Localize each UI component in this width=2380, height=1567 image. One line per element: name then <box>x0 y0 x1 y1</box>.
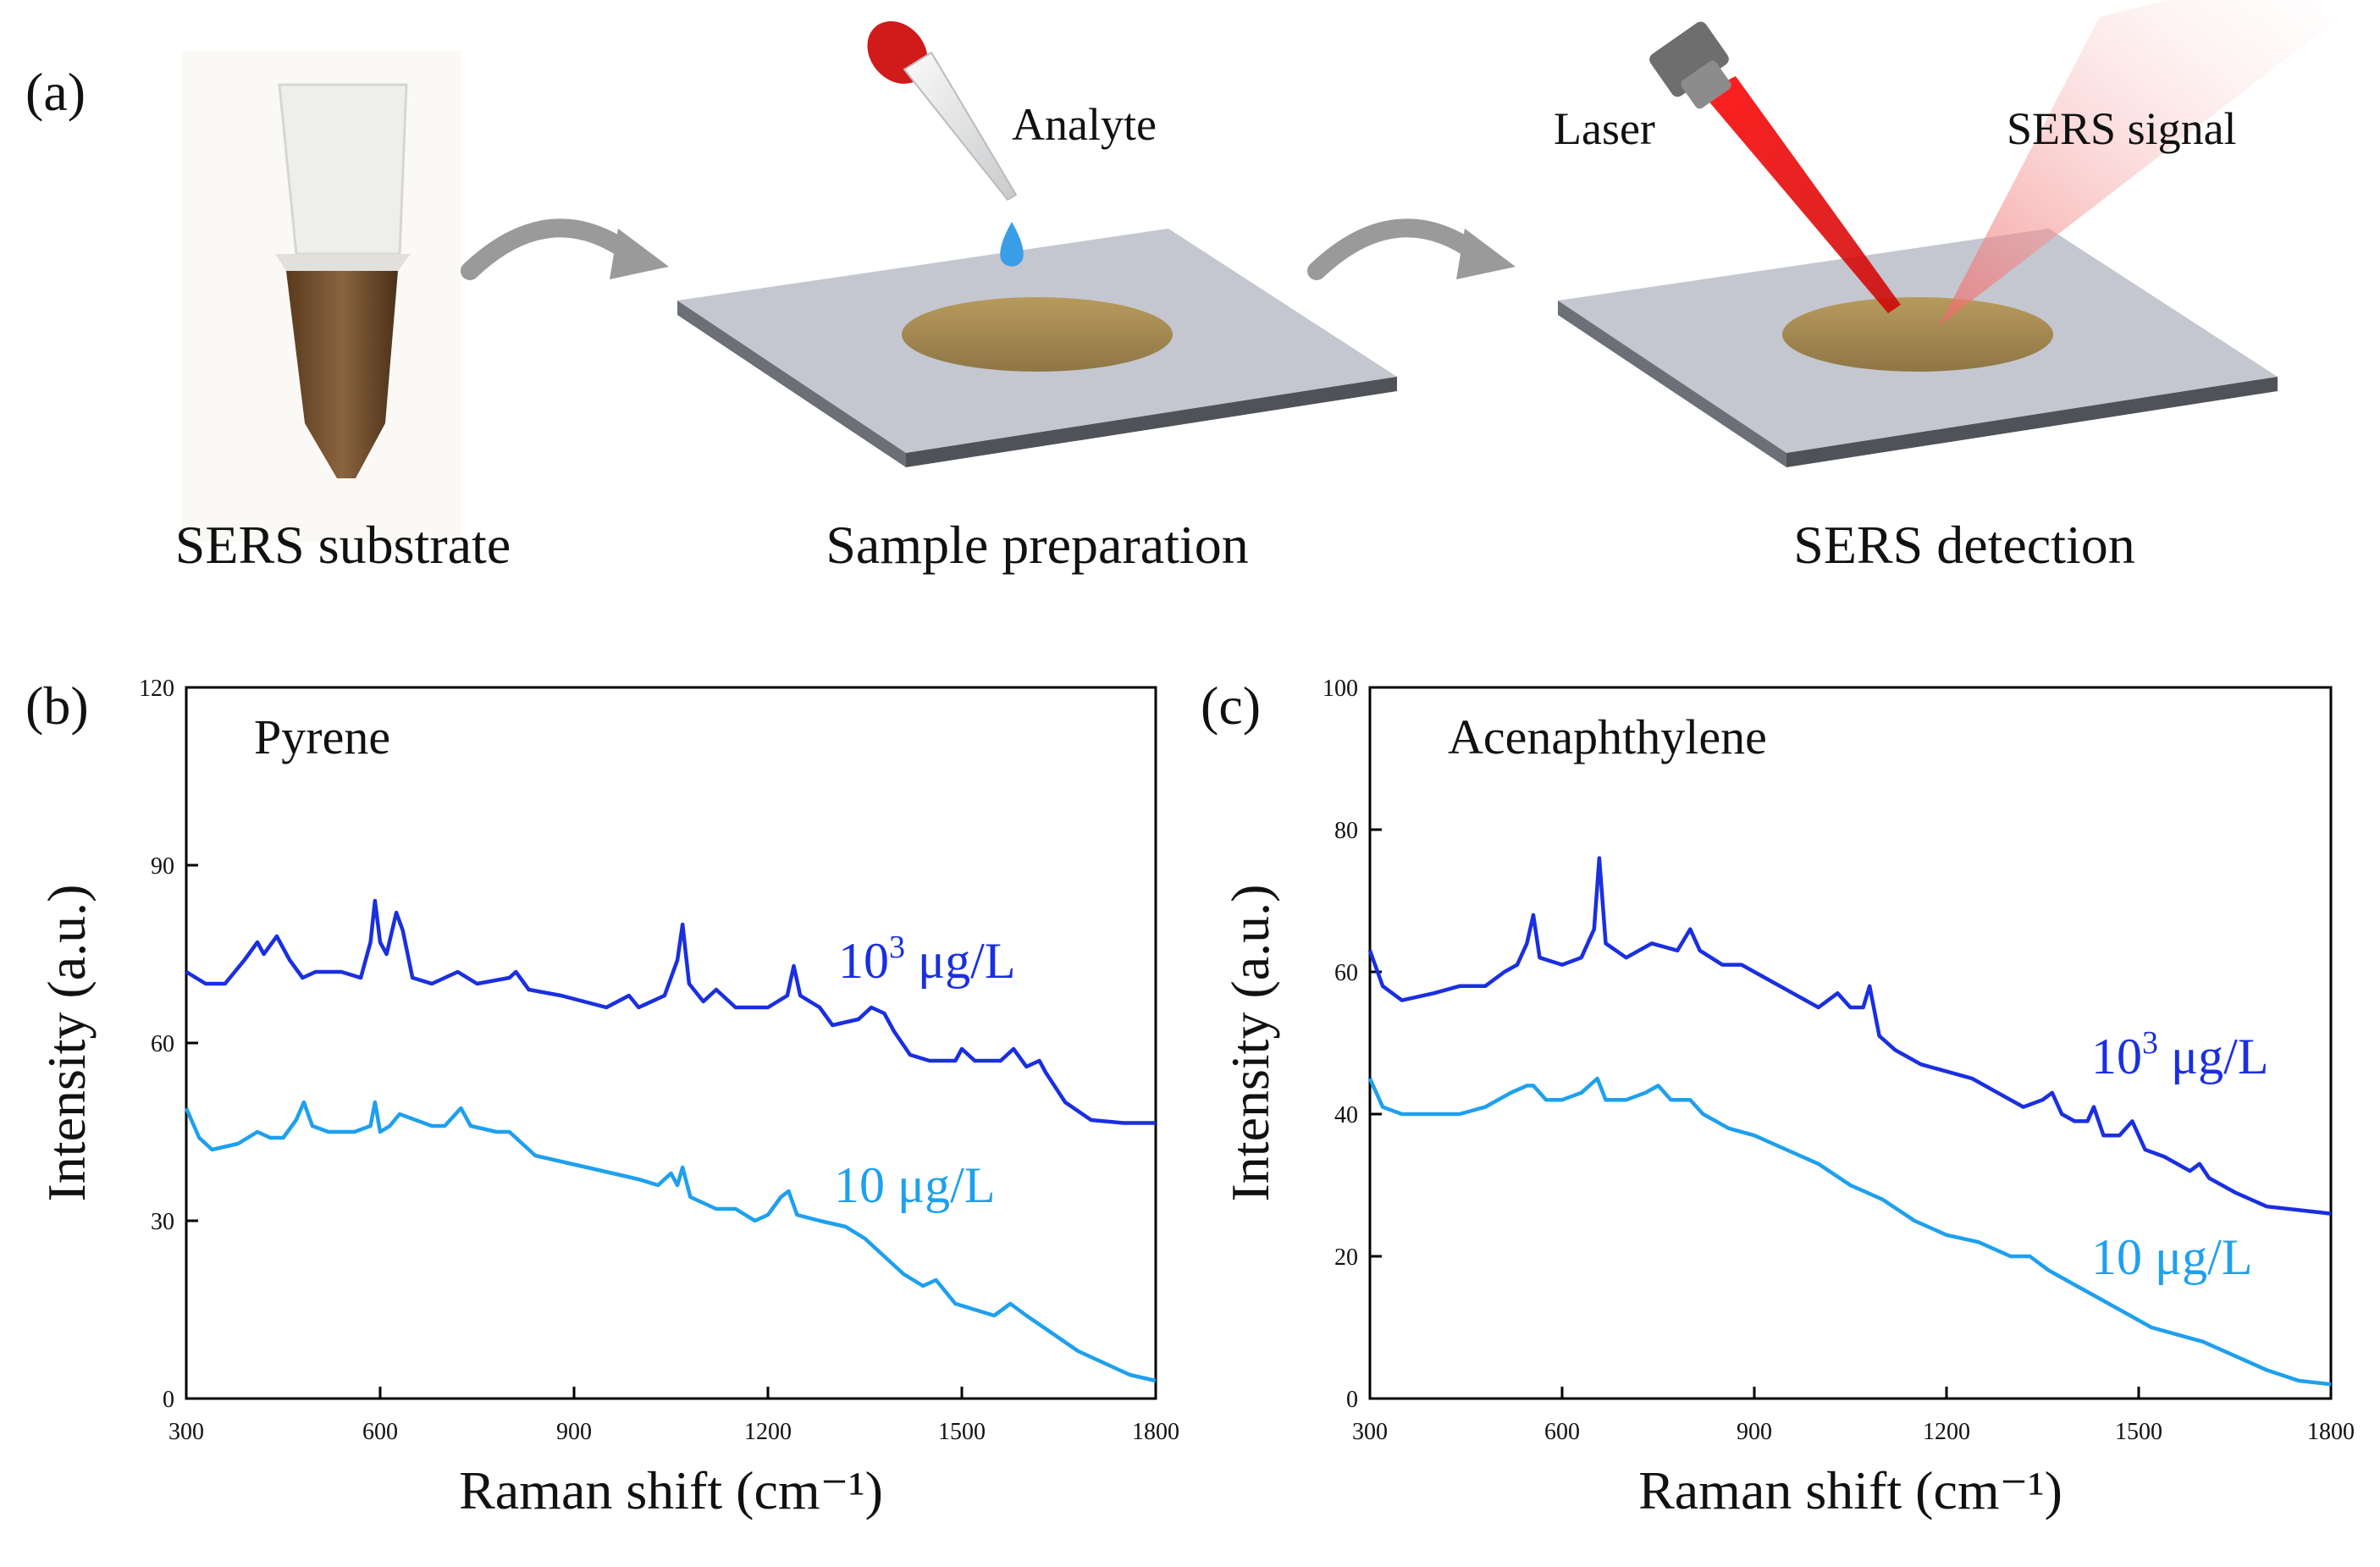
substrate-film <box>902 297 1173 372</box>
series-labels: 103 μg/L 10 μg/L <box>2091 1025 2269 1285</box>
chart-title: Pyrene <box>254 709 390 764</box>
y-tick-label: 100 <box>1323 676 1358 702</box>
x-tick-label: 600 <box>1544 1419 1580 1445</box>
caption-sers-detection: SERS detection <box>1793 515 2135 575</box>
arrow-2-head-icon <box>1456 229 1516 279</box>
x-tick-label: 1800 <box>1132 1419 1179 1445</box>
plate2-front-edge <box>1786 377 2278 467</box>
sers-substrate-tube-illustration <box>182 51 461 542</box>
y-axis-title: Intensity (a.u.) <box>36 885 97 1202</box>
plot-frame <box>1368 686 2333 1400</box>
arrow-1-head-icon <box>610 229 669 279</box>
tube-cap <box>278 83 408 256</box>
x-tick-label: 1800 <box>2307 1419 2355 1445</box>
y-tick-label: 60 <box>151 1031 174 1057</box>
panel-b-label: (b) <box>25 676 89 736</box>
y-tick-label: 90 <box>151 853 174 880</box>
x-tick-label: 300 <box>1352 1419 1388 1445</box>
series-line-0 <box>1367 856 2332 1216</box>
x-tick-label: 1500 <box>2115 1419 2162 1445</box>
y-tick-label: 120 <box>139 676 174 702</box>
laser-objective-icon <box>1649 21 1731 109</box>
x-tick-label: 600 <box>362 1419 398 1445</box>
series-line-0 <box>185 898 1156 1125</box>
sers-signal-cone <box>1939 0 2362 326</box>
y-tick-label: 0 <box>163 1387 174 1413</box>
laser-label: Laser <box>1554 103 1655 154</box>
droplet-icon <box>1000 222 1024 267</box>
series-label-1: 10 μg/L <box>834 1157 996 1213</box>
y-tick-label: 0 <box>1346 1387 1358 1413</box>
series-label-0: 103 μg/L <box>838 930 1016 989</box>
plate-left-edge <box>677 301 906 467</box>
y-tick-label: 80 <box>1334 818 1358 844</box>
series-group <box>1367 856 2332 1387</box>
x-axis-title: Raman shift (cm⁻¹) <box>1638 1460 2062 1520</box>
pipette-tube <box>903 51 1018 201</box>
x-tick-label: 1200 <box>744 1419 792 1445</box>
arrow-1-icon <box>461 218 640 280</box>
ticks: 300 600 900 1200 1500 1800 0 20 40 60 80 100 <box>1323 676 2355 1445</box>
x-tick-label: 300 <box>168 1419 204 1445</box>
laser-beam <box>1702 76 1901 313</box>
caption-sers-substrate: SERS substrate <box>175 515 511 575</box>
series-group <box>184 898 1157 1383</box>
series-labels: 103 μg/L 10 μg/L <box>834 930 1016 1213</box>
y-tick-label: 30 <box>151 1209 174 1235</box>
pipette-icon <box>867 21 1018 201</box>
y-axis-title: Intensity (a.u.) <box>1220 885 1280 1202</box>
plate-front-edge <box>906 377 1397 467</box>
panel-a-label: (a) <box>25 62 86 122</box>
y-tick-label: 40 <box>1334 1102 1358 1128</box>
ticks: 300 600 900 1200 1500 1800 0 30 60 90 120 <box>139 676 1179 1445</box>
objective-body <box>1649 21 1729 97</box>
objective-tip <box>1681 60 1731 109</box>
x-tick-label: 1500 <box>938 1419 986 1445</box>
pyrene-chart: (b) Pyrene Raman shift (cm⁻¹) Intensity … <box>25 676 1179 1520</box>
series-label-0: 103 μg/L <box>2091 1025 2269 1084</box>
series-line-1 <box>184 1100 1157 1383</box>
y-tick-label: 20 <box>1334 1244 1358 1271</box>
sers-signal-label: SERS signal <box>2007 103 2237 154</box>
plate2-left-edge <box>1558 301 1786 467</box>
x-axis-title: Raman shift (cm⁻¹) <box>459 1460 883 1520</box>
tube-rim <box>275 254 411 271</box>
tube-liquid <box>286 271 398 478</box>
x-tick-label: 900 <box>1737 1419 1772 1445</box>
y-tick-label: 60 <box>1334 960 1358 986</box>
plot-frame <box>185 686 1157 1400</box>
substrate-film-2 <box>1782 297 2053 372</box>
acenaphthylene-chart: (c) Acenaphthylene Raman shift (cm⁻¹) In… <box>1201 676 2355 1520</box>
analyte-label: Analyte <box>1012 99 1157 150</box>
detection-plate-illustration <box>1558 229 2278 467</box>
x-tick-label: 900 <box>556 1419 592 1445</box>
panel-a: (a) SERS substrate Analyte Sample prepar… <box>25 0 2362 575</box>
series-label-1: 10 μg/L <box>2091 1229 2253 1285</box>
panel-c-label: (c) <box>1201 676 1261 736</box>
x-tick-label: 1200 <box>1923 1419 1970 1445</box>
caption-sample-preparation: Sample preparation <box>826 515 1248 575</box>
chart-title: Acenaphthylene <box>1448 709 1767 764</box>
series-line-1 <box>1367 1076 2332 1387</box>
arrow-2-icon <box>1307 218 1487 280</box>
sample-plate-illustration <box>677 229 1397 467</box>
